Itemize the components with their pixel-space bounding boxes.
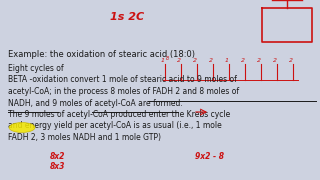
Text: Eight cycles of: Eight cycles of [8,64,64,73]
Text: NADH, and 9 moles of acetyl-CoA are formed.: NADH, and 9 moles of acetyl-CoA are form… [8,98,183,107]
Text: BETA -oxidation convert 1 mole of stearic acid to 9 moles of: BETA -oxidation convert 1 mole of steari… [8,75,237,84]
Text: 2: 2 [177,58,181,63]
Text: 1: 1 [161,58,165,63]
Text: 1: 1 [225,58,229,63]
Text: 8x3: 8x3 [50,162,65,171]
Text: 2: 2 [241,58,245,63]
Text: 2: 2 [273,58,277,63]
Text: 1s 2C: 1s 2C [110,12,144,22]
Text: The 9 moles of acetyl-CoA produced enter the Krebs cycle: The 9 moles of acetyl-CoA produced enter… [8,110,230,119]
Text: and energy yield per acetyl-CoA is as usual (i.e., 1 mole: and energy yield per acetyl-CoA is as us… [8,122,222,130]
Text: 9x2 - 8: 9x2 - 8 [195,152,224,161]
Text: FADH 2, 3 moles NADH and 1 mole GTP): FADH 2, 3 moles NADH and 1 mole GTP) [8,133,161,142]
Ellipse shape [9,123,35,132]
Text: 2: 2 [289,58,293,63]
Text: Example: the oxidation of stearic acid (18:0): Example: the oxidation of stearic acid (… [8,50,195,59]
Text: 2: 2 [257,58,261,63]
Text: acetyl-CoA; in the process 8 moles of FADH 2 and 8 moles of: acetyl-CoA; in the process 8 moles of FA… [8,87,239,96]
Text: 2: 2 [209,58,213,63]
Text: 8: 8 [166,56,169,61]
Text: 2: 2 [193,58,197,63]
Text: 8x2: 8x2 [50,152,65,161]
